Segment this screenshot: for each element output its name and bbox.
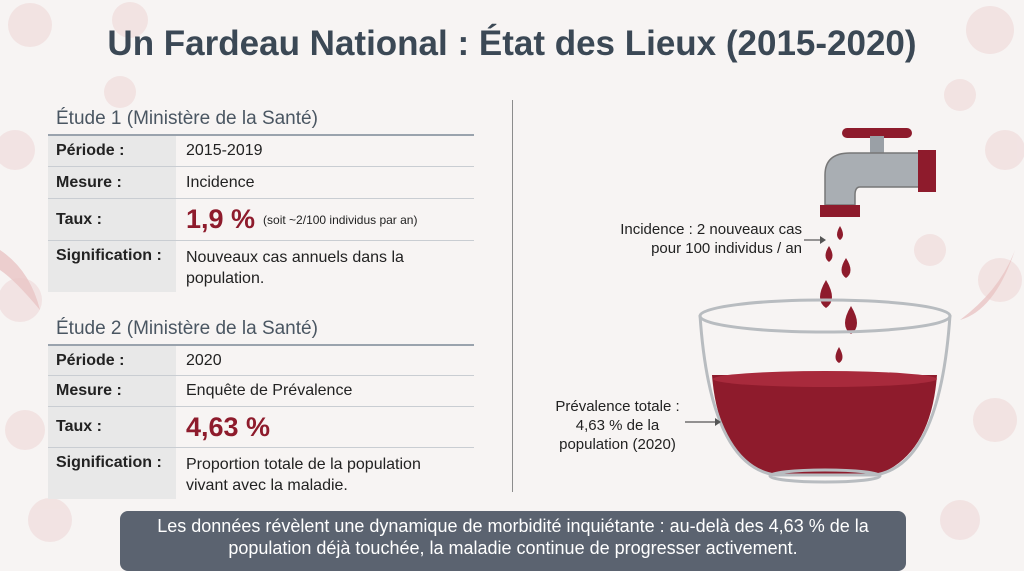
title: Un Fardeau National : État des Lieux (20… bbox=[107, 24, 917, 63]
table-row: Mesure : Enquête de Prévalence bbox=[48, 376, 474, 407]
study-heading: Étude 2 (Ministère de la Santé) bbox=[48, 314, 474, 346]
row-value: Incidence bbox=[186, 173, 255, 191]
divider bbox=[512, 100, 513, 492]
row-label: Période : bbox=[48, 136, 176, 166]
row-value: Enquête de Prévalence bbox=[186, 382, 353, 399]
row-value: 4,63 % bbox=[176, 407, 474, 447]
table-row: Période : 2020 bbox=[48, 346, 474, 376]
row-value: 1,9 % (soit ~2/100 individus par an) bbox=[176, 199, 474, 240]
row-value: Proportion totale de la population vivan… bbox=[186, 456, 421, 494]
row-value: Nouveaux cas annuels dans la population. bbox=[186, 249, 404, 287]
incidence-label: Incidence : 2 nouveaux cas pour 100 indi… bbox=[620, 221, 802, 257]
study-table: Étude 2 (Ministère de la Santé) Période … bbox=[48, 314, 474, 499]
row-label: Mesure : bbox=[48, 376, 176, 406]
table-row: Signification : Nouveaux cas annuels dan… bbox=[48, 241, 474, 292]
rate-value: 4,63 % bbox=[186, 411, 271, 442]
table-row: Signification : Proportion totale de la … bbox=[48, 448, 474, 499]
table-row: Taux : 4,63 % bbox=[48, 407, 474, 448]
background-illustration bbox=[0, 2, 1024, 542]
row-label: Mesure : bbox=[48, 167, 176, 198]
row-label: Taux : bbox=[48, 407, 176, 447]
row-label: Taux : bbox=[48, 199, 176, 240]
study-heading: Étude 1 (Ministère de la Santé) bbox=[48, 104, 474, 136]
row-label: Période : bbox=[48, 346, 176, 375]
table-row: Mesure : Incidence bbox=[48, 167, 474, 199]
prevalence-label: Prévalence totale : 4,63 % de la populat… bbox=[555, 398, 680, 453]
row-value: 2020 bbox=[186, 351, 222, 369]
rate-note: (soit ~2/100 individus par an) bbox=[263, 212, 418, 227]
row-label: Signification : bbox=[48, 241, 176, 292]
faucet-bowl-illustration bbox=[685, 128, 952, 484]
footer-banner: Les données révèlent une dynamique de mo… bbox=[120, 511, 906, 571]
table-row: Période : 2015-2019 bbox=[48, 136, 474, 167]
study-table: Étude 1 (Ministère de la Santé) Période … bbox=[48, 104, 474, 292]
rate-value: 1,9 % bbox=[186, 204, 256, 234]
row-label: Signification : bbox=[48, 448, 176, 499]
row-value: 2015-2019 bbox=[186, 142, 263, 159]
table-row: Taux : 1,9 % (soit ~2/100 individus par a… bbox=[48, 199, 474, 241]
